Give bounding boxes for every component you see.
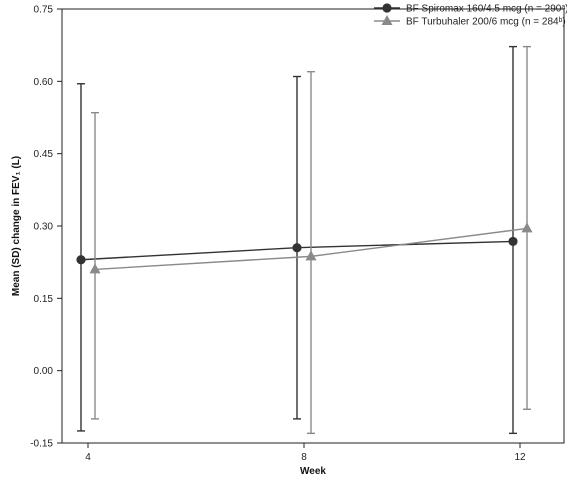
series-turbuhaler (89, 45, 533, 435)
y-tick-label: 0.30 (34, 222, 54, 233)
legend: BF Spiromax 160/4.5 mcg (n = 290ᵃ) BF Tur… (374, 3, 567, 28)
data-point (89, 263, 101, 274)
y-tick-label: 0.60 (34, 77, 54, 88)
x-tick-label: 4 (85, 452, 91, 463)
legend-marker (382, 3, 392, 13)
series-layer (76, 45, 533, 435)
data-point (305, 250, 317, 261)
y-axis-ticks: -0.15 0.00 0.15 0.30 0.45 0.60 0.75 (30, 5, 62, 450)
y-tick-label: 0.45 (34, 149, 54, 160)
y-tick-label: 0.75 (34, 5, 54, 16)
x-axis-ticks: 4 8 12 (85, 443, 526, 463)
legend-label: BF Spiromax 160/4.5 mcg (n = 290ᵃ) (406, 4, 567, 15)
y-axis-title: Mean (SD) change in FEV₁ (L) (11, 156, 22, 296)
legend-marker (381, 15, 393, 25)
plot-frame (61, 8, 565, 444)
x-tick-label: 8 (301, 452, 307, 463)
data-point (521, 222, 533, 233)
y-tick-label: -0.15 (30, 439, 53, 450)
data-point (76, 255, 86, 265)
x-axis-title: Week (300, 466, 326, 477)
series-spiromax (76, 45, 518, 435)
y-tick-label: 0.15 (34, 294, 54, 305)
y-tick-label: 0.00 (34, 366, 54, 377)
data-point (508, 236, 518, 247)
data-point (292, 243, 302, 253)
legend-label: BF Turbuhaler 200/6 mcg (n = 284ᵇ) (406, 17, 566, 28)
x-tick-label: 12 (514, 452, 526, 463)
